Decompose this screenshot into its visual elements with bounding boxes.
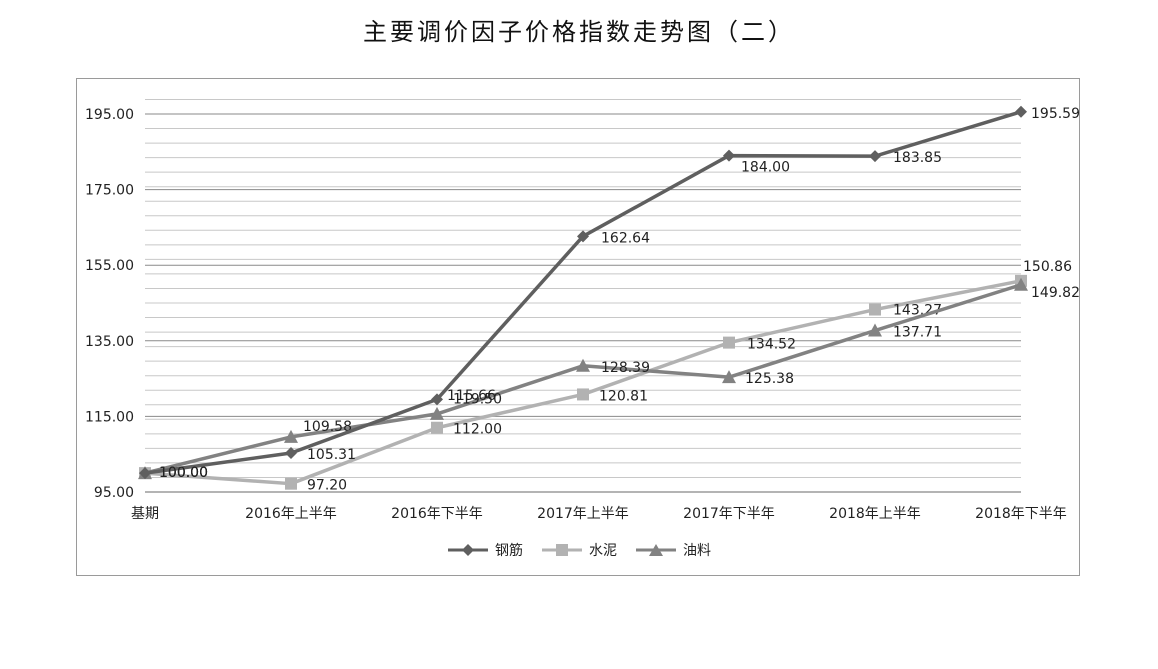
legend-item-fuel: 油料 (635, 540, 711, 560)
data-label: 115.66 (447, 388, 496, 404)
data-point (285, 447, 297, 460)
x-tick-label: 基期 (131, 505, 159, 522)
x-tick-label: 2018年上半年 (829, 506, 921, 522)
data-label: 112.00 (453, 422, 502, 438)
data-point (139, 467, 151, 480)
x-tick-label: 2017年下半年 (683, 506, 775, 522)
x-tick-label: 2017年上半年 (537, 506, 629, 522)
data-point (284, 429, 298, 443)
data-point (1015, 105, 1027, 118)
data-point (868, 323, 882, 337)
data-label: 100.00 (159, 465, 208, 481)
legend-label-cement: 水泥 (589, 543, 617, 559)
data-label: 120.81 (599, 388, 648, 404)
data-point (431, 421, 443, 434)
data-point (431, 393, 443, 406)
data-label: 137.71 (893, 325, 942, 341)
chart-area-border (76, 78, 1080, 576)
data-label: 184.00 (741, 160, 790, 176)
y-tick-label: 115.00 (85, 409, 134, 425)
data-label: 195.59 (1031, 106, 1080, 122)
legend-label-rebar: 钢筋 (495, 543, 523, 559)
data-point (577, 230, 589, 243)
data-point (285, 477, 297, 490)
triangle-marker-icon (636, 544, 676, 556)
y-tick-label: 155.00 (85, 258, 134, 274)
data-label: 125.38 (745, 371, 794, 387)
data-point (869, 303, 881, 316)
y-tick-label: 195.00 (85, 107, 134, 123)
data-label: 183.85 (893, 150, 942, 166)
data-point (1014, 277, 1028, 291)
series-line-3 (144, 283, 1022, 475)
x-tick-label: 2016年上半年 (245, 506, 337, 522)
data-point (723, 149, 735, 162)
data-label: 105.31 (307, 447, 356, 463)
data-label: 162.64 (601, 230, 650, 246)
data-point (723, 336, 735, 349)
data-label: 150.86 (1023, 259, 1072, 275)
data-label: 149.82 (1031, 285, 1080, 301)
x-tick-label: 2016年下半年 (391, 506, 483, 522)
x-tick-label: 2018年下半年 (975, 506, 1067, 522)
diamond-marker-icon (448, 544, 488, 556)
chart-title: 主要调价因子价格指数走势图（二） (363, 18, 795, 46)
data-label: 97.20 (307, 478, 347, 494)
legend: 钢筋 水泥 油料 (0, 540, 1158, 560)
square-marker-icon (542, 544, 582, 556)
data-point (430, 406, 444, 420)
legend-item-rebar: 钢筋 (447, 540, 523, 560)
series-line-2 (144, 279, 1022, 486)
y-tick-label: 175.00 (85, 183, 134, 199)
data-point (576, 358, 590, 372)
data-point (722, 370, 736, 384)
y-tick-label: 95.00 (94, 485, 134, 501)
legend-label-fuel: 油料 (683, 543, 711, 559)
data-label: 128.39 (601, 360, 650, 376)
data-point (577, 388, 589, 401)
data-label: 109.58 (303, 419, 352, 435)
legend-item-cement: 水泥 (541, 540, 617, 560)
data-point (869, 150, 881, 163)
data-label: 134.52 (747, 337, 796, 353)
y-tick-label: 135.00 (85, 334, 134, 350)
data-label: 119.50 (453, 391, 502, 407)
